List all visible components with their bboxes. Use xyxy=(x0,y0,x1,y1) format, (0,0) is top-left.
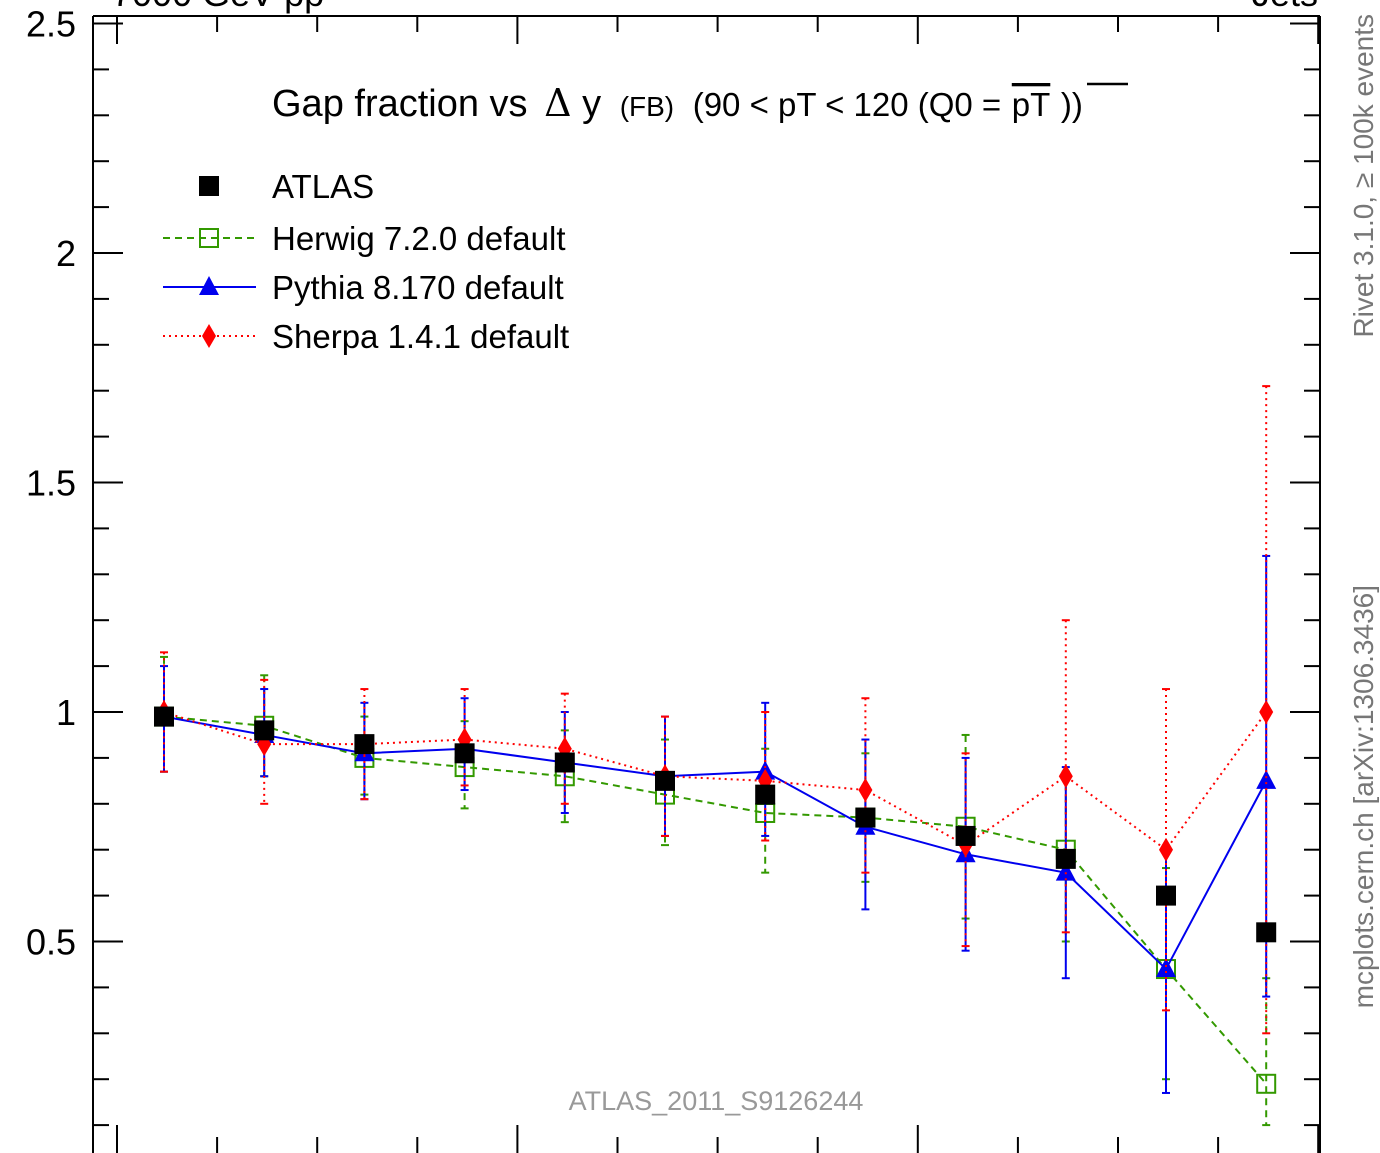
legend-entry: Herwig 7.2.0 default xyxy=(163,220,566,257)
rivet-label: Rivet 3.1.0, ≥ 100k events xyxy=(1348,14,1379,338)
data-point xyxy=(1055,861,1076,881)
legend: ATLAS Herwig 7.2.0 default Pythia 8.170 de… xyxy=(163,168,569,355)
title-main: Gap fraction vs xyxy=(272,83,528,125)
data-point xyxy=(1058,764,1073,789)
legend-label: Herwig 7.2.0 default xyxy=(272,220,566,257)
title-q0: pT xyxy=(1012,86,1051,123)
data-point xyxy=(955,825,976,846)
series-line xyxy=(163,715,1268,971)
data-point xyxy=(154,706,174,727)
data-point xyxy=(1256,922,1277,943)
data-point xyxy=(254,720,275,741)
title-close: )) xyxy=(1061,86,1083,123)
data-point xyxy=(1156,885,1176,906)
title-small: (FB) xyxy=(620,91,674,122)
y-tick-label: 1.5 xyxy=(26,463,76,504)
data-point xyxy=(1256,769,1277,789)
chart-title: Gap fraction vs Δ y (FB) (90 < pT < 120 … xyxy=(272,81,1083,125)
analysis-watermark: ATLAS_2011_S9126244 xyxy=(569,1086,864,1116)
data-point xyxy=(755,784,776,805)
process-label: Jets xyxy=(1252,0,1318,14)
data-point xyxy=(1159,837,1173,862)
legend-marker xyxy=(202,324,216,348)
legend-marker xyxy=(199,228,219,248)
legend-label: Sherpa 1.4.1 default xyxy=(272,318,569,355)
data-point xyxy=(655,770,675,791)
legend-label: ATLAS xyxy=(272,168,374,205)
series-line xyxy=(163,711,1268,852)
mcplots-label: mcplots.cern.ch [arXiv:1306.3436] xyxy=(1348,585,1379,1008)
series-herwig xyxy=(154,655,1277,1127)
legend-entry: ATLAS xyxy=(199,168,374,205)
title-delta: Δ xyxy=(544,81,571,125)
data-point xyxy=(354,734,375,755)
series-line xyxy=(163,715,1267,1085)
data-point xyxy=(858,778,873,803)
legend-marker xyxy=(199,176,219,196)
data-point xyxy=(1156,958,1176,978)
data-point xyxy=(1256,1073,1277,1094)
title-range: (90 < pT < 120 (Q0 = xyxy=(693,86,1002,123)
data-point xyxy=(855,807,876,828)
plot-frame xyxy=(92,15,1321,1153)
data-point xyxy=(554,752,575,773)
y-tick-label: 0.5 xyxy=(26,922,76,963)
series-pythia xyxy=(154,554,1277,1094)
data-point xyxy=(1259,700,1274,724)
title-y: y xyxy=(582,83,601,125)
legend-entry: Pythia 8.170 default xyxy=(163,269,564,306)
y-tick-label: 1 xyxy=(56,692,76,733)
data-point xyxy=(454,743,475,764)
legend-marker xyxy=(199,276,219,295)
y-tick-label: 2.5 xyxy=(26,4,76,45)
legend-entry: Sherpa 1.4.1 default xyxy=(163,318,569,355)
legend-label: Pythia 8.170 default xyxy=(272,269,564,306)
series-sherpa xyxy=(157,385,1274,1035)
energy-label: 7000 GeV pp xyxy=(112,0,324,14)
data-point xyxy=(1055,848,1076,869)
y-tick-label: 2 xyxy=(56,233,76,274)
series-group xyxy=(154,385,1277,1127)
series-atlas xyxy=(154,706,1277,943)
y-tick-labels: 0.5 1 1.5 2 2.5 xyxy=(26,4,76,963)
